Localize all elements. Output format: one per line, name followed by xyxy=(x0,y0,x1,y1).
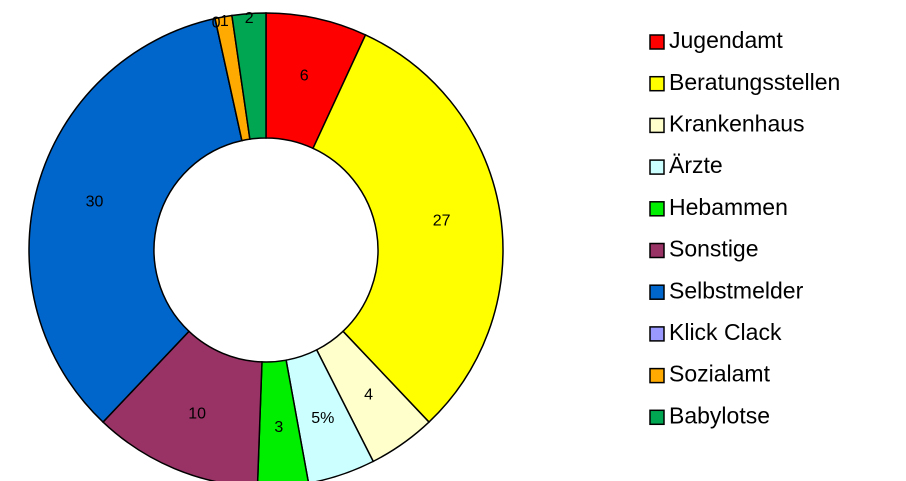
legend-label: Sozialamt xyxy=(669,361,771,387)
donut-slice xyxy=(285,348,375,481)
value-label: 30 xyxy=(86,194,104,211)
donut-slice xyxy=(231,12,267,141)
value-label: 3 xyxy=(274,419,283,436)
legend-label: Selbstmelder xyxy=(669,277,804,303)
value-label: 1 xyxy=(220,13,229,30)
legend-label: Hebammen xyxy=(669,194,788,220)
legend-label: Klick Clack xyxy=(669,319,782,345)
value-label: 10 xyxy=(188,405,206,422)
legend-label: Sonstige xyxy=(669,236,759,262)
value-label: 6 xyxy=(300,67,309,84)
legend-swatch xyxy=(649,75,665,92)
value-label: 5% xyxy=(311,410,334,427)
legend-swatch xyxy=(649,34,665,50)
legend-swatch xyxy=(649,326,665,342)
value-label: 0 xyxy=(212,15,221,32)
legend-swatch xyxy=(649,242,665,259)
legend-label: Ärzte xyxy=(669,152,723,178)
legend-swatch xyxy=(649,409,665,426)
legend-swatch xyxy=(649,201,665,217)
legend-swatch xyxy=(649,117,665,134)
legend-label: Beratungsstellen xyxy=(669,69,840,95)
legend-label: Krankenhaus xyxy=(669,110,805,136)
donut-slice xyxy=(312,33,504,424)
value-label: 27 xyxy=(433,212,451,229)
value-label: 2 xyxy=(245,10,254,27)
legend-label: Babylotse xyxy=(669,402,770,428)
legend-swatch xyxy=(649,367,665,384)
donut-slice xyxy=(28,17,243,424)
value-label: 4 xyxy=(364,387,373,404)
legend-swatch xyxy=(649,284,665,300)
legend-swatch xyxy=(649,159,665,175)
legend-label: Jugendamt xyxy=(669,27,783,53)
